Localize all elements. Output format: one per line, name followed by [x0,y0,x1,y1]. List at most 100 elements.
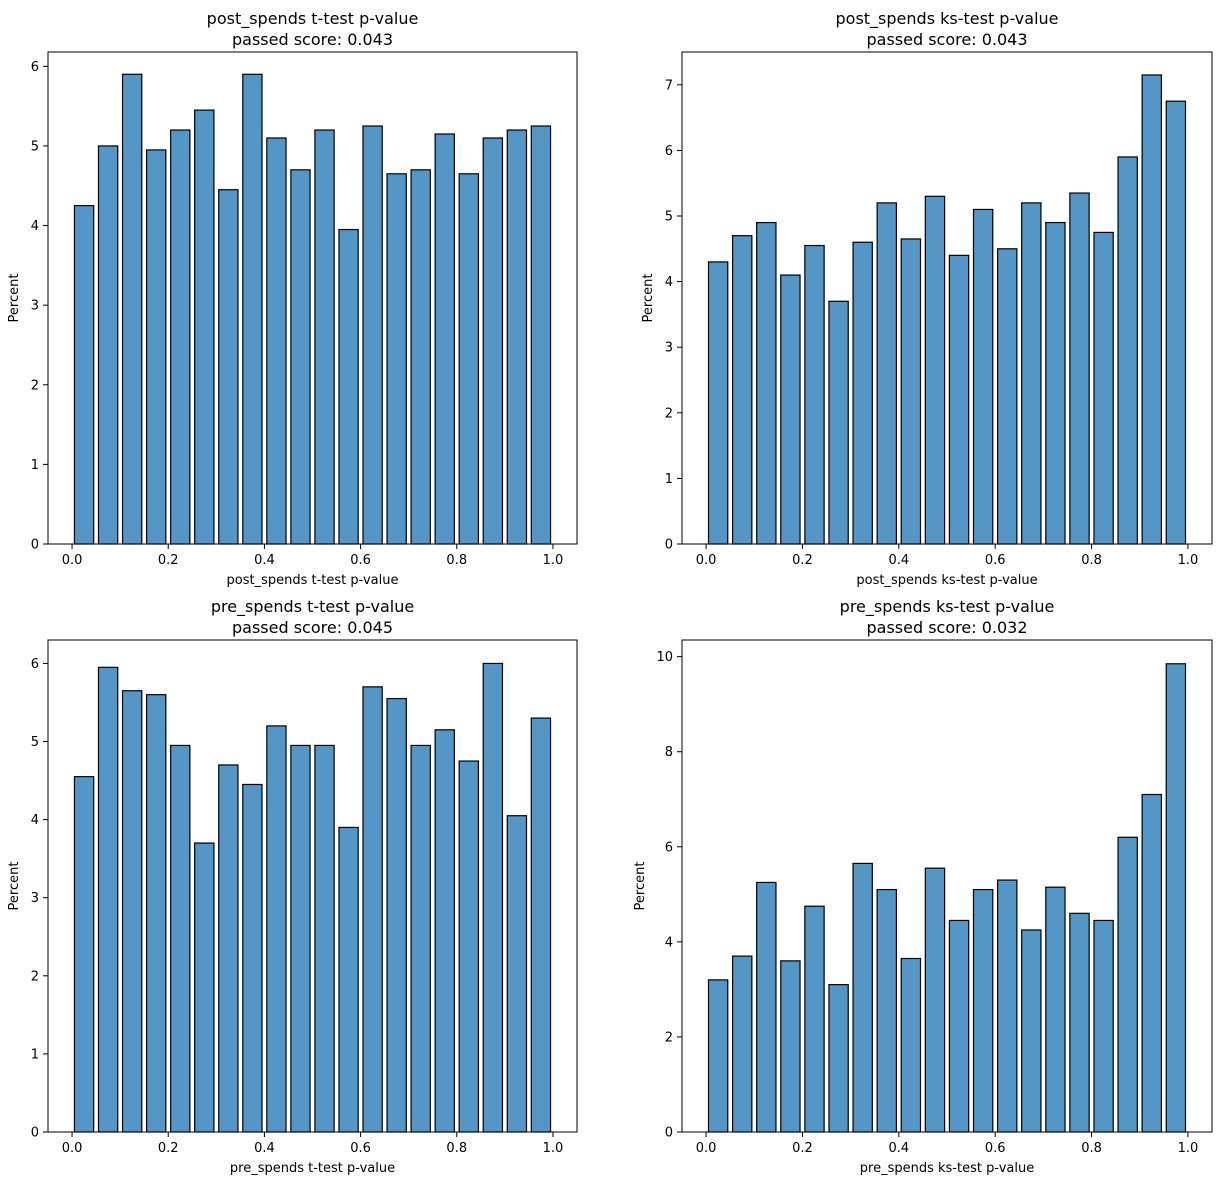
histogram-bar [1045,221,1066,545]
histogram-bar [194,842,215,1133]
x-tick-label: 0.6 [985,553,1006,568]
x-tick-label: 0.0 [696,1141,717,1156]
x-tick-label: 0.8 [1081,1141,1102,1156]
y-tick-label: 3 [665,341,673,356]
x-tick-label: 0.4 [888,553,909,568]
axes-frame [47,51,578,545]
y-tick-label: 5 [31,735,39,750]
histogram-bar [121,690,143,1133]
histogram-bar [996,879,1018,1133]
histogram-bar [972,888,994,1133]
x-tick-label: 0.0 [62,553,83,568]
histogram-bar [707,979,729,1133]
histogram-bar [972,208,994,545]
y-axis-label: Percent [7,274,22,323]
y-tick-label: 10 [656,650,673,665]
y-tick-label: 4 [31,813,39,828]
histogram-bar [852,862,873,1133]
y-tick-label: 3 [31,891,39,906]
histogram-bar [996,248,1018,545]
histogram-bar [1141,74,1163,545]
histogram-bar [1021,929,1042,1133]
histogram-bar [1117,156,1138,545]
y-tick-label: 6 [665,840,673,855]
x-tick-label: 0.2 [158,1141,179,1156]
y-tick-label: 0 [31,1126,39,1141]
x-tick-label: 1.0 [1178,1141,1199,1156]
chart-title: pre_spends t-test p-value [211,597,414,617]
histogram-bar [506,815,528,1133]
y-tick-label: 1 [665,472,673,487]
chart-title: pre_spends ks-test p-value [840,597,1055,617]
histogram-bar [1069,912,1090,1133]
histogram-bar [852,241,873,545]
histogram-bar [900,957,922,1133]
histogram-bar [530,125,552,545]
histogram-bar [145,149,167,545]
chart-subtitle: passed score: 0.043 [867,30,1028,49]
histogram-bar [73,205,95,545]
y-tick-label: 6 [31,657,39,672]
histogram-bar [482,137,504,545]
histogram-bar [1117,836,1138,1133]
x-tick-label: 0.2 [792,553,813,568]
histogram-bar [434,729,455,1133]
y-tick-label: 6 [31,60,39,75]
histogram-bar [410,169,431,545]
histogram-bar [145,694,167,1133]
histogram-bar [362,125,383,545]
histogram-bar [900,238,922,545]
axes-frame [681,639,1213,1133]
histogram-bar [290,744,311,1133]
y-tick-label: 1 [31,458,39,473]
x-tick-label: 1.0 [543,1141,564,1156]
y-tick-label: 1 [31,1047,39,1062]
histogram-bar [506,129,528,545]
y-axis-label: Percent [7,862,22,911]
x-tick-label: 0.4 [254,553,275,568]
histogram-bar [731,235,753,545]
axes-frame [47,639,578,1133]
histogram-bar [876,202,898,545]
histogram-bar [828,984,849,1133]
y-tick-label: 5 [665,210,673,225]
x-tick-label: 1.0 [543,553,564,568]
y-tick-label: 0 [665,538,673,553]
histogram-bar [314,744,335,1133]
histogram-bar [434,133,455,545]
histogram-bar [1165,100,1187,545]
y-tick-label: 0 [31,538,39,553]
y-tick-label: 6 [665,144,673,159]
histogram-bar [1165,663,1187,1133]
histogram-bar [1021,202,1042,545]
x-tick-label: 0.2 [158,553,179,568]
x-tick-label: 0.2 [792,1141,813,1156]
y-tick-label: 4 [665,275,673,290]
x-tick-label: 0.4 [254,1141,275,1156]
y-tick-label: 2 [665,406,673,421]
histogram-bar [530,717,552,1133]
y-tick-label: 0 [665,1126,673,1141]
histogram-bar [948,254,970,545]
y-tick-label: 2 [31,378,39,393]
axes-frame [681,51,1213,545]
histogram-bar [804,244,825,545]
x-tick-label: 0.6 [985,1141,1006,1156]
x-tick-label: 0.8 [1081,553,1102,568]
x-tick-label: 1.0 [1178,553,1199,568]
x-tick-label: 0.8 [446,1141,467,1156]
histogram-bar [290,169,311,545]
x-tick-label: 0.0 [62,1141,83,1156]
y-tick-label: 2 [31,969,39,984]
histogram-bar [804,905,825,1133]
x-axis-label: post_spends ks-test p-value [856,573,1037,588]
histogram-bar [242,73,263,545]
histogram-bar [1141,793,1163,1133]
histogram-bar [338,826,359,1133]
x-axis-label: pre_spends t-test p-value [230,1161,395,1176]
x-axis-label: post_spends t-test p-value [227,573,399,588]
histogram-bar [218,189,239,545]
histogram-bar [338,228,359,545]
